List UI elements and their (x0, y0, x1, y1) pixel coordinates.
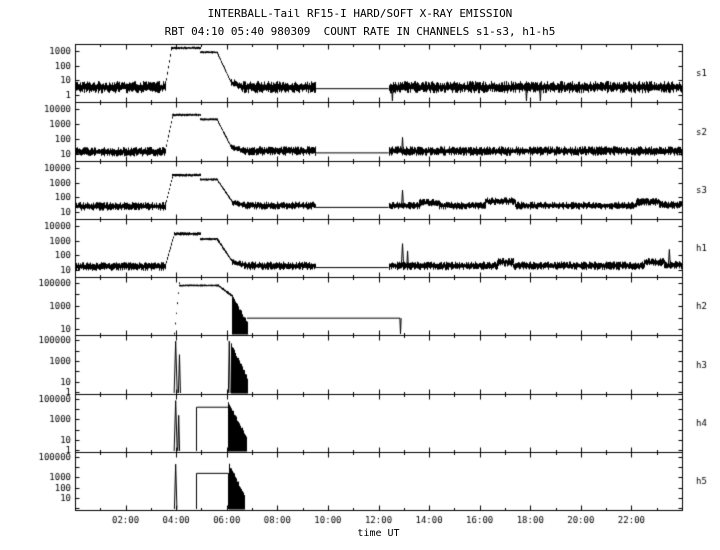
x-axis-label: time UT (357, 528, 400, 539)
plot-subtitle: RBT 04:10 05:40 980309 COUNT RATE IN CHA… (164, 25, 556, 38)
plot-title: INTERBALL-Tail RF15-I HARD/SOFT X-RAY EM… (207, 7, 513, 20)
